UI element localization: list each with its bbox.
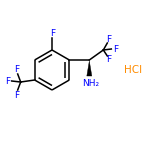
- Text: F: F: [14, 90, 19, 100]
- Text: F: F: [113, 45, 118, 54]
- Text: HCl: HCl: [124, 65, 142, 75]
- Text: F: F: [106, 55, 111, 64]
- Text: F: F: [106, 35, 111, 43]
- Text: F: F: [14, 66, 19, 74]
- Text: F: F: [5, 76, 10, 85]
- Polygon shape: [87, 61, 92, 76]
- Text: NH₂: NH₂: [82, 78, 99, 88]
- Text: F: F: [50, 29, 56, 38]
